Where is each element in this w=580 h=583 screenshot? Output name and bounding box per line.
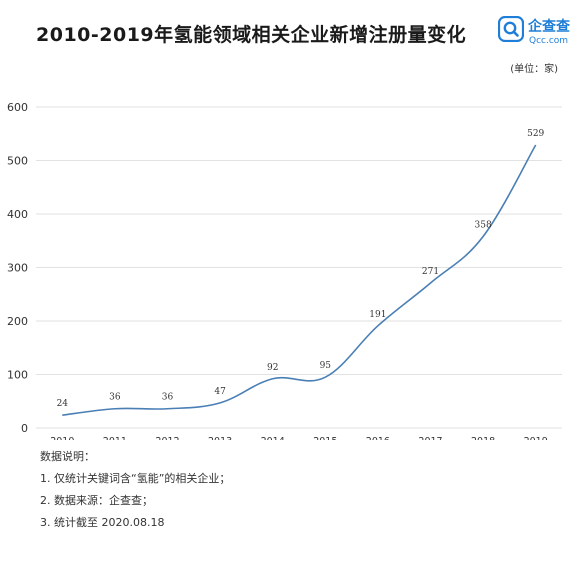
x-tick-label: 2017 [418, 436, 442, 440]
y-tick-label: 400 [7, 208, 28, 221]
qcc-logo-icon [498, 16, 524, 42]
x-tick-label: 2018 [471, 436, 495, 440]
note-item-2: 2. 数据来源：企查查； [40, 494, 153, 507]
notes-heading: 数据说明： [40, 450, 95, 463]
chart-title: 2010-2019年氢能领域相关企业新增注册量变化 [36, 24, 467, 46]
data-label: 24 [57, 399, 69, 409]
y-tick-label: 200 [7, 315, 28, 328]
data-label: 92 [267, 363, 278, 373]
data-label: 36 [162, 393, 174, 403]
y-tick-label: 600 [7, 101, 28, 114]
y-tick-label: 100 [7, 369, 28, 382]
x-tick-label: 2010 [50, 436, 74, 440]
data-label: 36 [109, 393, 121, 403]
y-tick-label: 300 [7, 262, 28, 275]
y-axis: 0 100 200 300 400 500 600 [7, 101, 28, 435]
x-tick-label: 2019 [524, 436, 548, 440]
x-tick-label: 2014 [261, 436, 285, 440]
data-label: 358 [475, 220, 492, 230]
x-tick-label: 2011 [103, 436, 127, 440]
x-tick-label: 2015 [313, 436, 337, 440]
qcc-logo: 企查查 Qcc.com [498, 14, 576, 48]
data-notes: 数据说明： 1. 仅统计关键词含“氢能”的相关企业； 2. 数据来源：企查查； … [40, 446, 230, 534]
series-line [62, 144, 537, 416]
data-label: 47 [214, 387, 226, 397]
unit-label: (单位：家) [510, 64, 558, 75]
logo-domain: Qcc.com [529, 36, 569, 46]
x-tick-label: 2016 [366, 436, 390, 440]
gridlines [36, 106, 562, 429]
data-label: 271 [422, 267, 439, 277]
data-labels: 24 36 36 47 92 95 191 271 358 529 [57, 129, 545, 409]
data-label: 95 [320, 361, 332, 371]
note-item-1: 1. 仅统计关键词含“氢能”的相关企业； [40, 472, 231, 485]
logo-name: 企查查 [528, 19, 570, 35]
y-tick-label: 0 [21, 422, 28, 435]
x-tick-label: 2013 [208, 436, 232, 440]
y-tick-label: 500 [7, 155, 28, 168]
x-tick-label: 2012 [155, 436, 179, 440]
data-label: 191 [369, 310, 386, 320]
line-chart: 0 100 200 300 400 500 600 2010 2011 2012 2013 2014… [7, 101, 562, 440]
note-item-3: 3. 统计截至 2020.08.18 [40, 516, 165, 529]
data-label: 529 [527, 129, 544, 139]
x-axis: 2010 2011 2012 2013 2014 2015 2016 2017 2018 2019 [50, 436, 548, 440]
